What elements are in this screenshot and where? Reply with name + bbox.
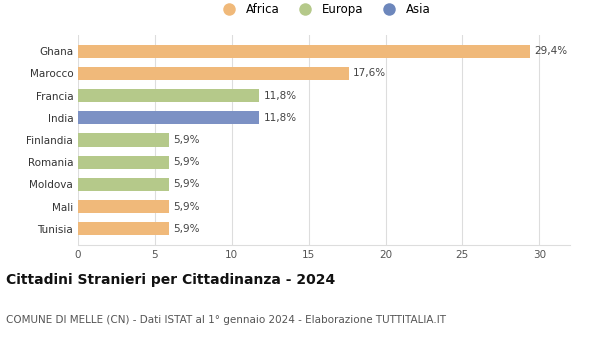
Bar	[78, 155, 169, 169]
Text: 11,8%: 11,8%	[264, 113, 297, 123]
Bar	[78, 67, 349, 80]
Text: 5,9%: 5,9%	[173, 157, 200, 167]
Bar	[78, 44, 530, 58]
Text: 11,8%: 11,8%	[264, 91, 297, 100]
Legend: Africa, Europa, Asia: Africa, Europa, Asia	[212, 0, 436, 21]
Bar	[78, 222, 169, 236]
Bar	[78, 200, 169, 213]
Bar	[78, 89, 259, 102]
Text: 5,9%: 5,9%	[173, 180, 200, 189]
Bar	[78, 133, 169, 147]
Bar	[78, 111, 259, 125]
Text: COMUNE DI MELLE (CN) - Dati ISTAT al 1° gennaio 2024 - Elaborazione TUTTITALIA.I: COMUNE DI MELLE (CN) - Dati ISTAT al 1° …	[6, 315, 446, 325]
Text: 5,9%: 5,9%	[173, 202, 200, 212]
Bar	[78, 178, 169, 191]
Text: 17,6%: 17,6%	[353, 68, 386, 78]
Text: 5,9%: 5,9%	[173, 224, 200, 234]
Text: 5,9%: 5,9%	[173, 135, 200, 145]
Text: 29,4%: 29,4%	[535, 46, 568, 56]
Text: Cittadini Stranieri per Cittadinanza - 2024: Cittadini Stranieri per Cittadinanza - 2…	[6, 273, 335, 287]
